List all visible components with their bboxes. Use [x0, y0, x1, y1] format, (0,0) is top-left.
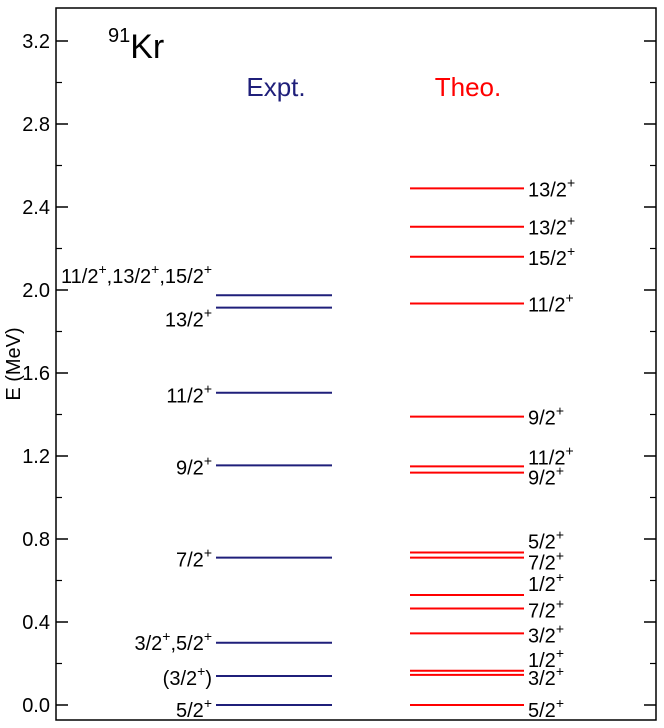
spin-value: 1/2 — [528, 650, 556, 672]
theo-level-label: 9/2+​ — [528, 403, 564, 430]
spin-value: 15/2 — [528, 248, 567, 270]
spin-value: 5/2 — [528, 531, 556, 553]
theo-level-label: 3/2+​ — [528, 620, 564, 647]
y-axis: 0.0 0.4 0.8 1.2 1.6 2.0 2.4 2.8 3.2 — [22, 31, 656, 717]
y-tick-label: 1.6 — [22, 363, 50, 385]
expt-level-label: 11/2+​ — [166, 381, 212, 408]
parity-superscript: + — [567, 213, 575, 229]
parity-superscript: + — [567, 174, 575, 190]
theo-level-label: 7/2+​ — [528, 596, 564, 623]
y-tick-label: 1.2 — [22, 446, 50, 468]
parity-superscript: + — [98, 261, 106, 277]
theo-level-label: 13/2+​ — [528, 213, 575, 240]
expt-level-label: 11/2+​,13/2+​,15/2+​ — [61, 261, 212, 288]
expt-level-label: 3/2+​,5/2+​ — [134, 628, 212, 655]
theo-level-label: 11/2+​ — [528, 442, 574, 469]
expt-level-label: 13/2+​ — [165, 305, 212, 332]
plot-frame — [55, 7, 657, 721]
spin-value: 13/2 — [528, 218, 567, 240]
parity-superscript: + — [151, 261, 159, 277]
theo-level-label: 3/2+​ — [528, 663, 564, 690]
theo-level-label: 5/2+​ — [528, 526, 564, 553]
nucleus-label: 91Kr — [108, 25, 164, 66]
theo-level-label: 1/2+​ — [528, 645, 564, 672]
label-suffix: ) — [205, 668, 212, 690]
spin-value: 7/2 — [176, 550, 204, 572]
parity-superscript: + — [197, 663, 205, 679]
spin-value: 11/2 — [166, 386, 203, 408]
parity-superscript: + — [565, 289, 573, 305]
parity-superscript: + — [204, 305, 212, 321]
expt-level-label: 5/2+​ — [176, 695, 212, 722]
expt-level-label: (3/2+​) — [163, 663, 212, 690]
spin-value: ,5/2 — [170, 633, 203, 655]
parity-superscript: + — [204, 381, 212, 397]
parity-superscript: + — [162, 628, 170, 644]
theo-column-heading: Theo. — [435, 72, 502, 102]
expt-level-label: 9/2+​ — [176, 452, 212, 479]
theo-level-label: 9/2+​ — [528, 463, 564, 490]
spin-value: (3/2 — [163, 668, 197, 690]
spin-value: 13/2 — [528, 179, 567, 201]
spin-value: 11/2 — [528, 294, 565, 316]
expt-levels: 5/2+​(3/2+​)3/2+​,5/2+​7/2+​9/2+​11/2+​1… — [61, 261, 332, 722]
expt-column-heading: Expt. — [246, 72, 305, 102]
nucleus-symbol: Kr — [130, 28, 164, 66]
spin-value: 3/2 — [528, 625, 556, 647]
spin-value: 9/2 — [528, 408, 556, 430]
theo-level-label: 13/2+​ — [528, 174, 575, 201]
spin-value: 9/2 — [528, 468, 556, 490]
parity-superscript: + — [204, 261, 212, 277]
spin-value: 1/2 — [528, 574, 556, 596]
y-tick-label: 3.2 — [22, 31, 50, 53]
y-tick-label: 0.4 — [22, 612, 50, 634]
parity-superscript: + — [567, 243, 575, 259]
spin-value: 3/2 — [134, 633, 162, 655]
spin-value: 11/2 — [61, 266, 98, 288]
spin-value: 9/2 — [176, 457, 204, 479]
parity-superscript: + — [204, 695, 212, 711]
y-tick-label: 0.0 — [22, 695, 50, 717]
parity-superscript: + — [556, 663, 564, 679]
parity-superscript: + — [204, 628, 212, 644]
expt-level-label: 7/2+​ — [176, 545, 212, 572]
parity-superscript: + — [556, 695, 564, 711]
theo-level-label: 7/2+​ — [528, 548, 564, 575]
y-tick-label: 0.8 — [22, 529, 50, 551]
spin-value: ,15/2 — [159, 266, 203, 288]
parity-superscript: + — [204, 545, 212, 561]
theo-levels: 5/2+​3/2+​1/2+​3/2+​7/2+​1/2+​7/2+​5/2+​… — [410, 174, 575, 722]
parity-superscript: + — [556, 596, 564, 612]
spin-value: 11/2 — [528, 447, 565, 469]
parity-superscript: + — [204, 452, 212, 468]
parity-superscript: + — [556, 569, 564, 585]
spin-value: 7/2 — [528, 601, 556, 623]
spin-value: 5/2 — [176, 700, 204, 722]
spin-value: 5/2 — [528, 700, 556, 722]
parity-superscript: + — [565, 442, 573, 458]
nucleus-mass: 91 — [108, 25, 130, 47]
y-tick-label: 2.8 — [22, 114, 50, 136]
theo-level-label: 15/2+​ — [528, 243, 575, 270]
parity-superscript: + — [556, 526, 564, 542]
spin-value: 13/2 — [165, 310, 204, 332]
spin-value: 7/2 — [528, 553, 556, 575]
y-tick-label: 2.0 — [22, 280, 50, 302]
parity-superscript: + — [556, 645, 564, 661]
parity-superscript: + — [556, 620, 564, 636]
parity-superscript: + — [556, 463, 564, 479]
theo-level-label: 1/2+​ — [528, 569, 564, 596]
spin-value: 3/2 — [528, 668, 556, 690]
spin-value: ,13/2 — [107, 266, 151, 288]
theo-level-label: 5/2+​ — [528, 695, 564, 722]
y-axis-label: E (MeV) — [3, 327, 25, 400]
parity-superscript: + — [556, 403, 564, 419]
theo-level-label: 11/2+​ — [528, 289, 574, 316]
y-tick-label: 2.4 — [22, 197, 50, 219]
parity-superscript: + — [556, 548, 564, 564]
